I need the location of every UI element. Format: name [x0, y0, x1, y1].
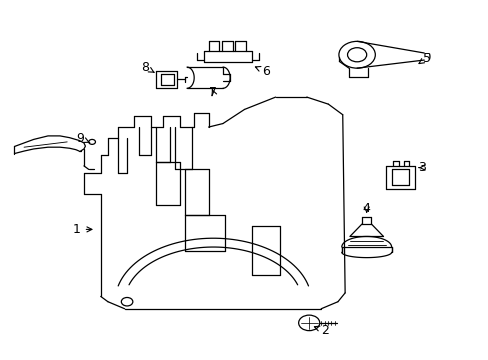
Text: 1: 1 [73, 223, 92, 236]
Text: 3: 3 [417, 161, 425, 174]
Text: 6: 6 [255, 65, 269, 78]
Text: 8: 8 [141, 60, 154, 73]
Text: 7: 7 [209, 86, 217, 99]
Text: 9: 9 [77, 132, 90, 145]
Text: 4: 4 [362, 202, 370, 215]
Text: 5: 5 [418, 52, 430, 65]
Text: 2: 2 [314, 324, 328, 337]
